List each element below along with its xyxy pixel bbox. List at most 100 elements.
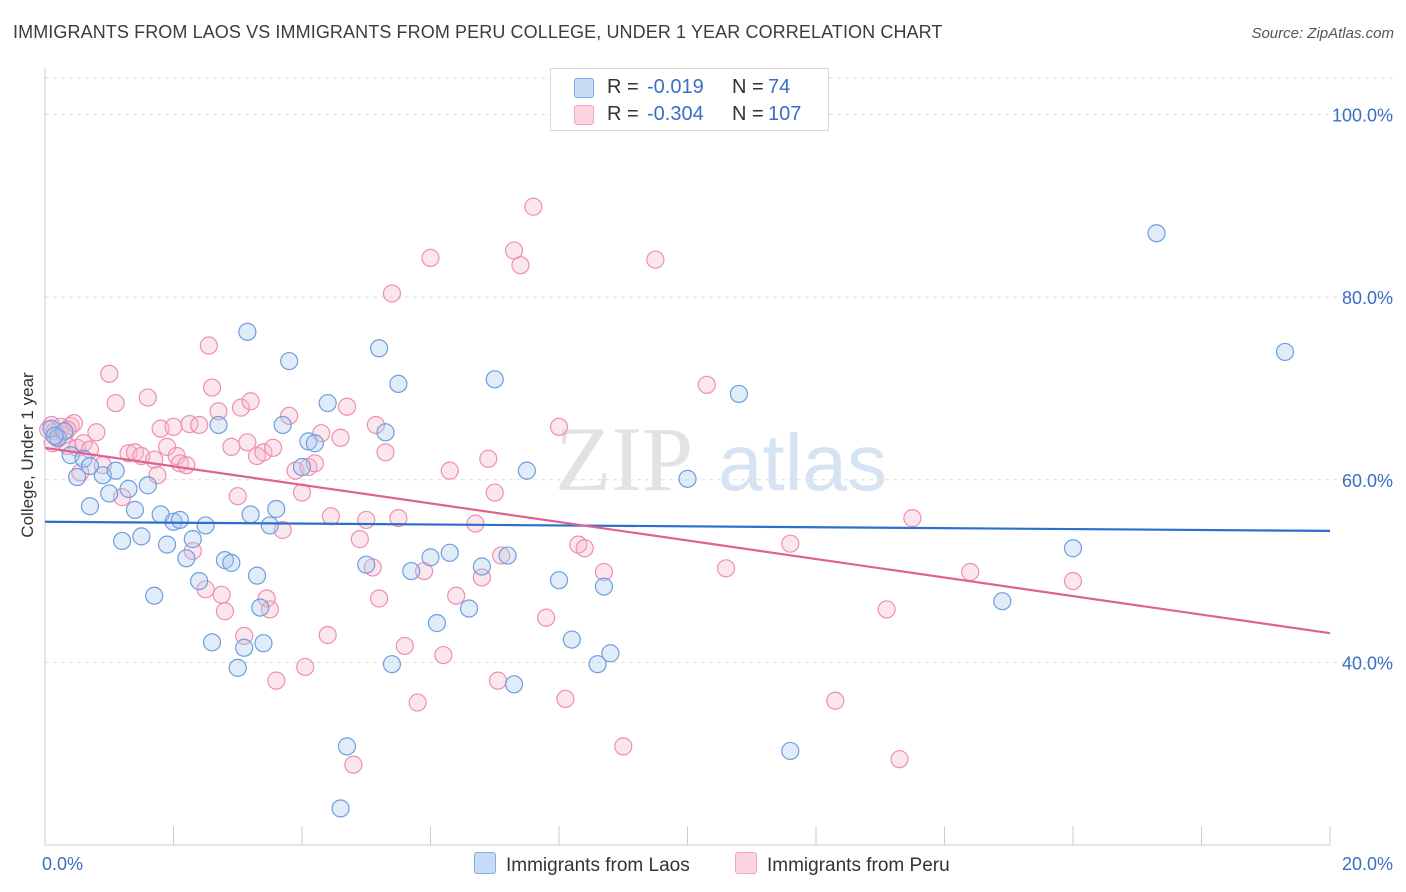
data-point: [106, 393, 125, 413]
data-point: [594, 562, 614, 582]
legend-swatch-laos: [574, 78, 594, 98]
data-point: [157, 535, 177, 554]
data-point: [382, 655, 402, 674]
data-point: [1147, 224, 1166, 243]
data-point: [1275, 342, 1295, 362]
data-point: [241, 505, 260, 524]
data-point: [588, 655, 607, 674]
data-point: [254, 634, 273, 653]
data-point: [119, 479, 138, 498]
data-point: [196, 516, 215, 535]
data-point: [209, 415, 228, 435]
data-point: [177, 549, 196, 568]
data-point: [183, 530, 202, 549]
data-point: [299, 432, 318, 451]
x-tick-label: 20.0%: [1342, 854, 1393, 874]
data-point: [318, 625, 337, 645]
data-point: [190, 415, 209, 435]
legend-r-label: R =: [607, 76, 639, 98]
data-point: [1063, 572, 1083, 591]
legend-item-peru: Immigrants from Peru: [735, 852, 950, 876]
data-point: [357, 555, 376, 574]
data-point: [903, 509, 922, 528]
data-point: [498, 546, 517, 565]
data-point: [68, 467, 87, 487]
data-point: [215, 602, 234, 621]
data-point: [537, 608, 556, 627]
legend-row-laos: R = -0.019 N = 74: [551, 73, 828, 101]
data-point: [697, 375, 716, 394]
legend-swatch-peru: [735, 852, 757, 874]
data-point: [228, 487, 247, 506]
data-point: [145, 586, 164, 605]
trend-line-peru: [44, 446, 1331, 635]
data-point: [235, 638, 254, 657]
legend-stats: R = -0.019 N = 74 R = -0.304 N = 107: [550, 68, 829, 131]
data-point: [389, 509, 408, 528]
data-point: [434, 645, 453, 665]
y-tick-label: 80.0%: [1342, 288, 1393, 308]
data-point: [549, 417, 569, 436]
y-tick-label: 60.0%: [1342, 471, 1393, 491]
data-point: [222, 553, 241, 572]
data-point: [331, 799, 350, 818]
data-point: [260, 516, 279, 535]
data-point: [267, 499, 286, 519]
data-point: [125, 500, 145, 519]
legend-swatch-laos: [474, 852, 496, 874]
trend-lines: [44, 446, 1331, 635]
data-point: [318, 393, 337, 413]
data-point: [212, 585, 231, 604]
legend-swatch-peru: [574, 105, 594, 125]
data-point: [138, 388, 157, 407]
legend-row-peru: R = -0.304 N = 107: [551, 100, 828, 128]
data-point: [485, 370, 504, 389]
data-point: [305, 434, 324, 453]
data-point: [202, 633, 222, 652]
data-point: [80, 497, 100, 516]
data-point: [594, 577, 614, 596]
data-point: [826, 691, 845, 710]
series-laos: [42, 224, 1295, 818]
data-point: [408, 693, 427, 712]
data-point: [781, 741, 800, 761]
data-point: [209, 402, 228, 421]
data-point: [678, 469, 697, 488]
data-point: [292, 457, 312, 477]
data-point: [157, 437, 177, 456]
data-point: [241, 392, 260, 411]
data-point: [238, 433, 257, 452]
data-point: [562, 630, 581, 649]
data-point: [238, 322, 257, 341]
x-tick-label: 0.0%: [42, 854, 83, 874]
legend-n-label: N =: [732, 76, 764, 98]
data-point: [479, 449, 498, 468]
data-point: [729, 384, 749, 404]
data-point: [180, 414, 199, 434]
legend-n-value-peru: 107: [768, 103, 802, 125]
legend-n-label: N =: [732, 103, 764, 125]
data-point: [402, 561, 421, 581]
data-point: [517, 461, 536, 480]
data-point: [1063, 539, 1083, 558]
data-point: [350, 530, 369, 549]
data-point: [492, 546, 511, 565]
data-point: [716, 559, 736, 578]
legend-r-value-peru: -0.304: [647, 103, 704, 125]
data-point: [472, 557, 491, 576]
legend-label-laos: Immigrants from Laos: [506, 855, 690, 876]
data-point: [511, 256, 530, 275]
series-peru: [39, 197, 1083, 774]
data-point: [228, 658, 247, 677]
data-point: [376, 423, 395, 442]
data-point: [370, 339, 389, 358]
data-point: [106, 461, 125, 480]
data-point: [993, 592, 1012, 611]
watermark-atlas: atlas: [718, 418, 887, 507]
data-point: [440, 543, 459, 562]
data-point: [459, 599, 479, 618]
legend-item-laos: Immigrants from Laos: [474, 852, 690, 876]
data-point: [100, 364, 119, 383]
data-point: [112, 531, 132, 551]
data-point: [395, 636, 414, 656]
